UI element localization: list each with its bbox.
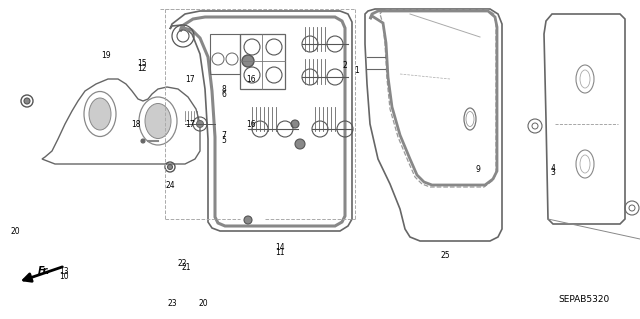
- Text: 20: 20: [10, 227, 20, 236]
- Text: 24: 24: [165, 181, 175, 189]
- Text: 18: 18: [131, 120, 141, 129]
- Circle shape: [24, 98, 30, 104]
- Text: 8: 8: [221, 85, 226, 94]
- Text: SEPAB5320: SEPAB5320: [559, 294, 610, 303]
- Text: 16: 16: [246, 75, 256, 84]
- Text: 20: 20: [198, 299, 208, 308]
- Text: 17: 17: [186, 120, 195, 129]
- Circle shape: [295, 139, 305, 149]
- Text: 15: 15: [138, 59, 147, 68]
- Text: 4: 4: [550, 164, 556, 173]
- Text: Fr.: Fr.: [38, 266, 51, 276]
- Text: 12: 12: [138, 64, 147, 73]
- Text: 25: 25: [440, 251, 450, 260]
- Text: 10: 10: [59, 272, 68, 281]
- Text: 2: 2: [342, 61, 347, 70]
- Text: 1: 1: [354, 66, 358, 75]
- Text: 21: 21: [181, 263, 191, 272]
- Circle shape: [141, 139, 145, 143]
- Circle shape: [244, 216, 252, 224]
- Text: 23: 23: [168, 299, 177, 308]
- Text: 22: 22: [177, 259, 187, 268]
- Text: 17: 17: [186, 75, 195, 84]
- Text: 6: 6: [221, 90, 227, 99]
- Text: 7: 7: [221, 131, 227, 140]
- Circle shape: [291, 120, 299, 128]
- Circle shape: [168, 165, 173, 169]
- Text: 14: 14: [275, 243, 285, 252]
- Text: 11: 11: [275, 248, 285, 256]
- Ellipse shape: [89, 98, 111, 130]
- Text: 16: 16: [246, 120, 256, 129]
- Text: 3: 3: [550, 168, 556, 177]
- Circle shape: [196, 121, 204, 128]
- Text: 5: 5: [221, 136, 227, 145]
- Text: 19: 19: [101, 51, 111, 60]
- Circle shape: [242, 55, 254, 67]
- Text: 13: 13: [59, 267, 68, 276]
- Ellipse shape: [145, 103, 171, 138]
- Text: 9: 9: [476, 165, 481, 174]
